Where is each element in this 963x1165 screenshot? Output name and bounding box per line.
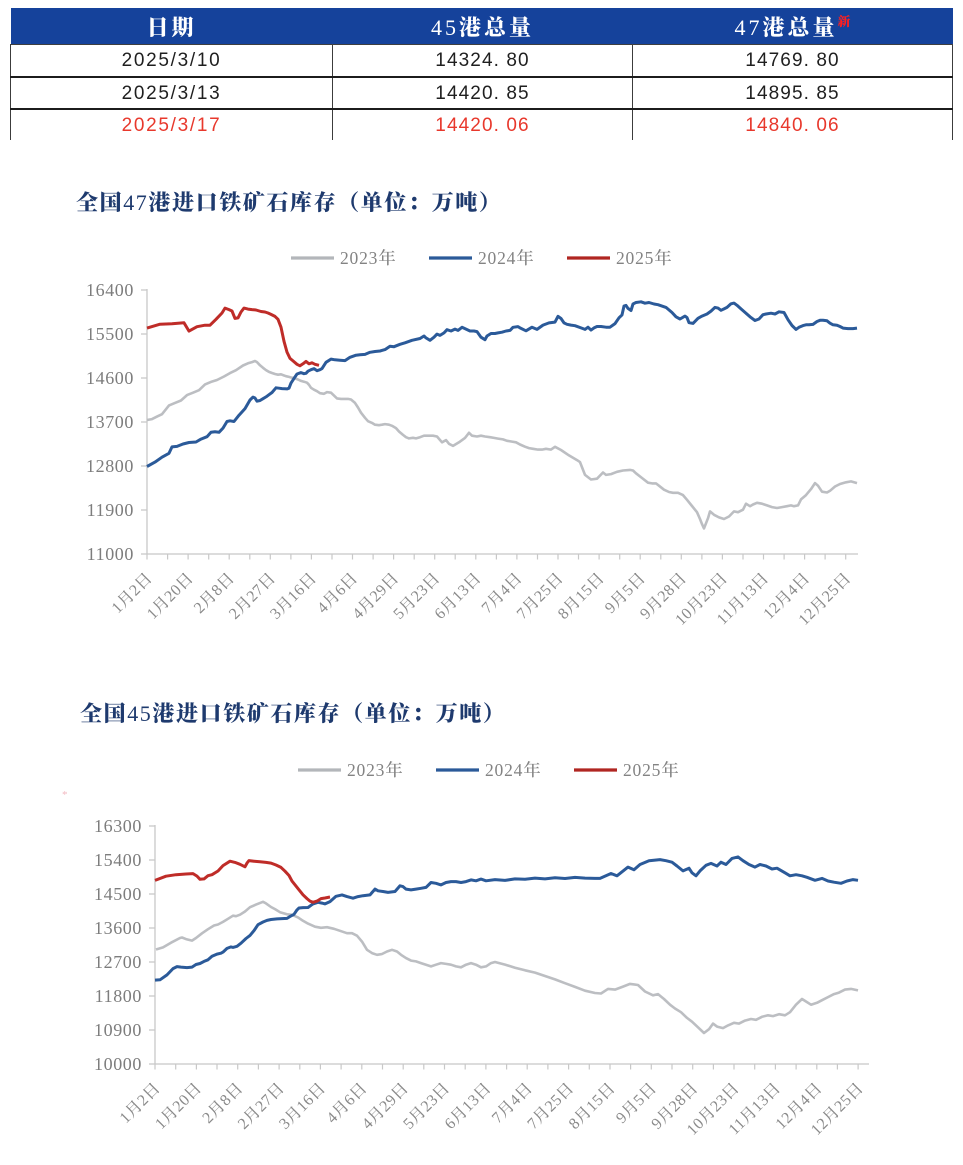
svg-text:3月16日: 3月16日 — [273, 1076, 330, 1133]
svg-text:2024年: 2024年 — [478, 245, 535, 270]
svg-text:13700: 13700 — [86, 412, 134, 432]
svg-text:8月15日: 8月15日 — [562, 1076, 619, 1133]
svg-text:14500: 14500 — [94, 884, 142, 904]
svg-text:*: * — [62, 786, 68, 802]
svg-text:10900: 10900 — [94, 1020, 142, 1040]
svg-text:15400: 15400 — [94, 850, 142, 870]
svg-text:16300: 16300 — [94, 816, 142, 836]
svg-text:2024年: 2024年 — [485, 757, 542, 782]
svg-text:6月13日: 6月13日 — [438, 1076, 495, 1133]
svg-text:8月15日: 8月15日 — [551, 566, 608, 623]
svg-text:11000: 11000 — [87, 544, 134, 564]
svg-text:11900: 11900 — [87, 500, 134, 520]
svg-text:1月20日: 1月20日 — [149, 1076, 206, 1133]
svg-text:14600: 14600 — [86, 368, 134, 388]
svg-text:10000: 10000 — [94, 1054, 142, 1074]
svg-text:16400: 16400 — [86, 280, 134, 300]
svg-text:2023年: 2023年 — [347, 757, 404, 782]
svg-text:12800: 12800 — [86, 456, 134, 476]
svg-text:1月20日: 1月20日 — [140, 566, 197, 623]
svg-text:15500: 15500 — [86, 324, 134, 344]
svg-text:6月13日: 6月13日 — [428, 566, 485, 623]
svg-text:2025年: 2025年 — [623, 757, 680, 782]
svg-text:2023年: 2023年 — [340, 245, 397, 270]
svg-text:13600: 13600 — [94, 918, 142, 938]
svg-text:11800: 11800 — [95, 986, 142, 1006]
svg-text:3月16日: 3月16日 — [264, 566, 321, 623]
svg-text:2025年: 2025年 — [616, 245, 673, 270]
svg-text:12700: 12700 — [94, 952, 142, 972]
